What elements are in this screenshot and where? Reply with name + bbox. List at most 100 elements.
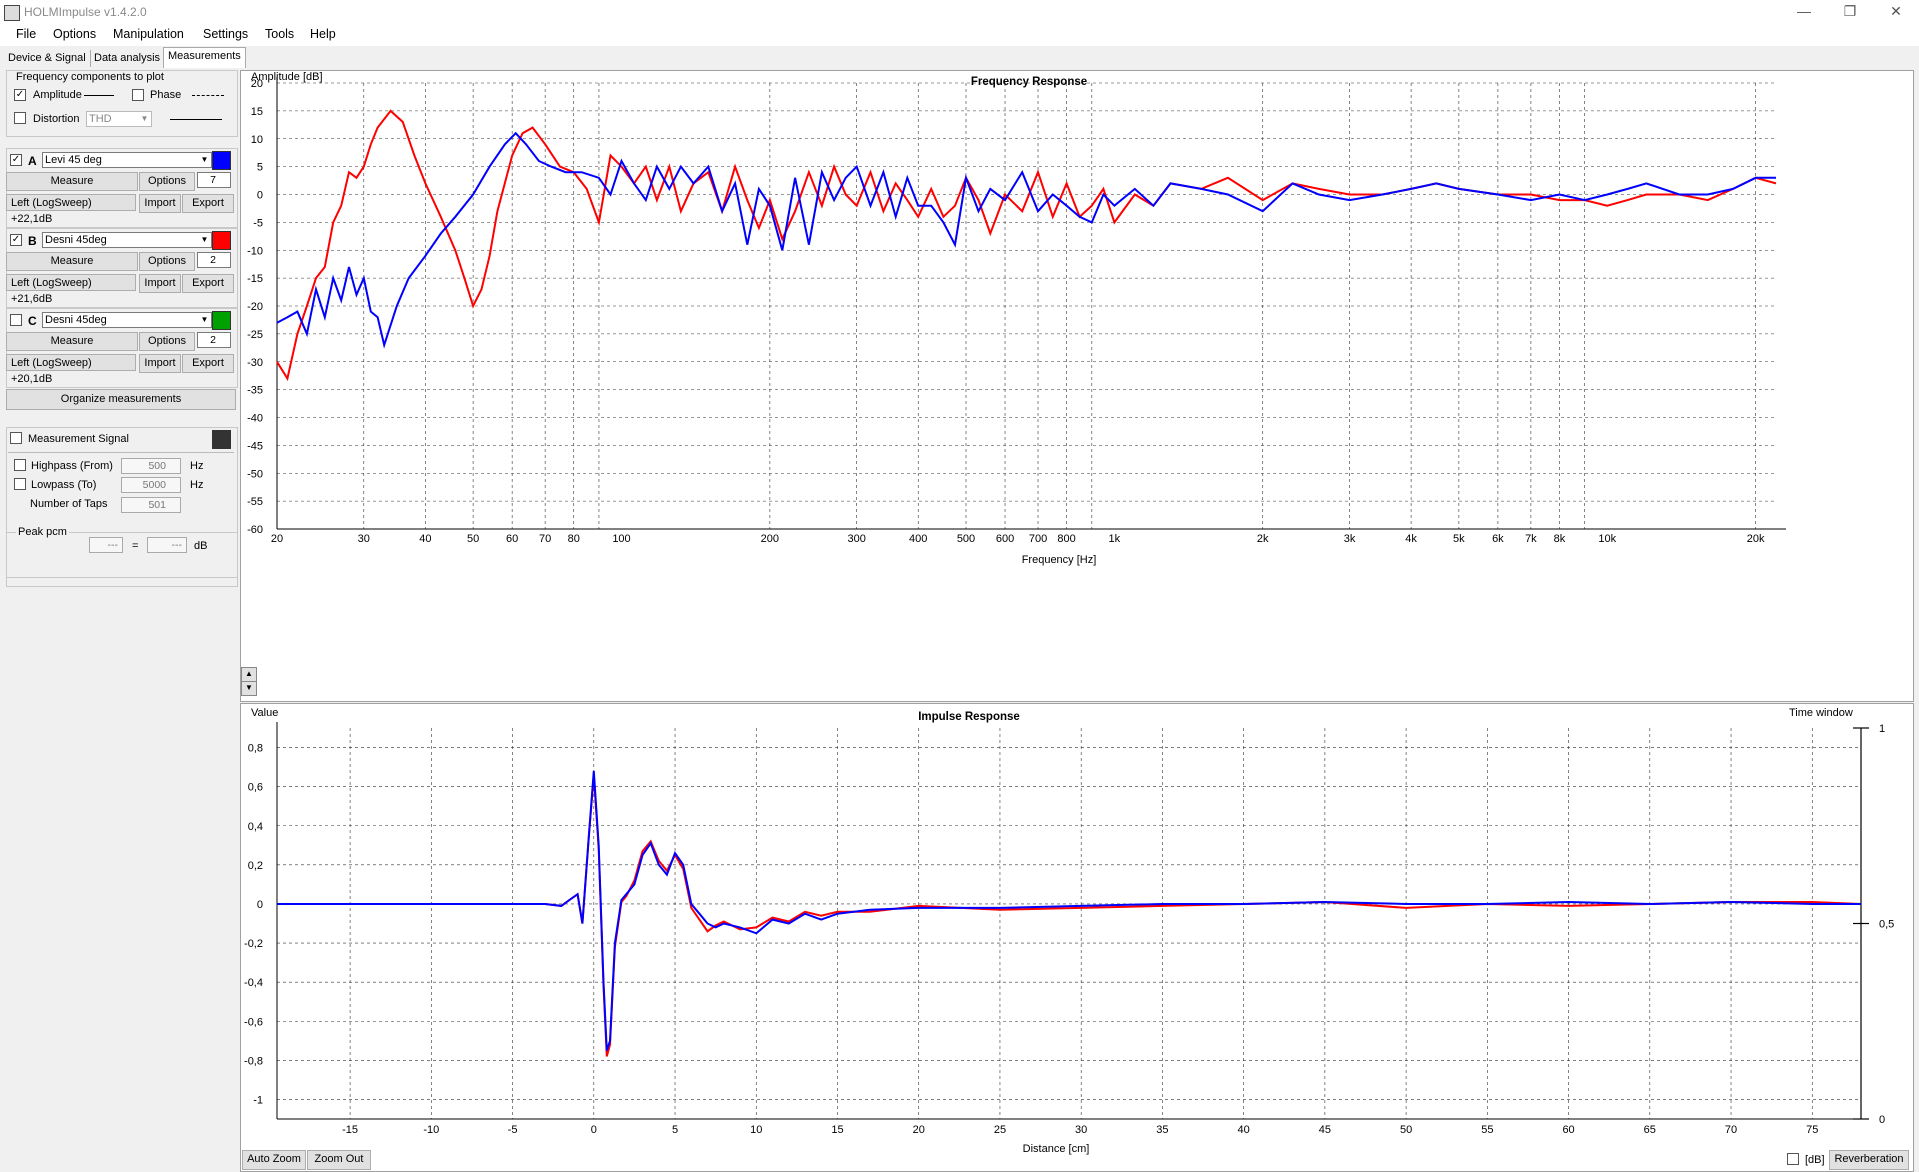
measurements-panel: Frequency components to plot ✓ Amplitude… bbox=[4, 70, 238, 1170]
measurement-spinner[interactable]: 2 bbox=[197, 332, 231, 348]
import-button[interactable]: Import bbox=[139, 354, 181, 373]
reverberation-button[interactable]: Reverberation bbox=[1829, 1150, 1909, 1170]
menu-tools[interactable]: Tools bbox=[265, 27, 295, 41]
chevron-down-icon: ▼ bbox=[140, 114, 149, 123]
export-button[interactable]: Export bbox=[182, 194, 234, 213]
y-tick-label: -15 bbox=[247, 273, 263, 285]
series-line-levi bbox=[276, 131, 1776, 349]
zoom-out-button[interactable]: Zoom Out bbox=[307, 1150, 371, 1170]
measurement-name: Desni 45deg bbox=[45, 314, 107, 326]
db-checkbox[interactable] bbox=[1787, 1153, 1799, 1165]
chevron-down-icon: ▼ bbox=[200, 235, 209, 244]
signal-color-swatch[interactable] bbox=[212, 430, 231, 449]
y-tick-label: -1 bbox=[253, 1094, 263, 1106]
minimize-button[interactable]: — bbox=[1797, 3, 1811, 19]
x-tick-label: 5 bbox=[672, 1124, 678, 1136]
time-window-tick-label: 0,5 bbox=[1879, 919, 1894, 931]
menu-options[interactable]: Options bbox=[53, 27, 97, 41]
measure-button[interactable]: Measure bbox=[6, 252, 138, 271]
measurement-letter: A bbox=[28, 154, 37, 168]
x-tick-label: 20 bbox=[271, 533, 283, 545]
x-tick-label: 35 bbox=[1156, 1124, 1168, 1136]
tab-strip: Device & Signal Data analysis Measuremen… bbox=[0, 46, 248, 68]
y-tick-label: -0,6 bbox=[244, 1016, 263, 1028]
options-button[interactable]: Options bbox=[139, 172, 195, 191]
measurement-signal-label: Measurement Signal bbox=[28, 433, 129, 445]
x-tick-label: 20k bbox=[1747, 533, 1765, 545]
auto-zoom-button[interactable]: Auto Zoom bbox=[242, 1150, 306, 1170]
lowpass-input[interactable]: 5000 bbox=[121, 477, 181, 493]
measure-button[interactable]: Measure bbox=[6, 332, 138, 351]
scroll-up-icon[interactable]: ▲ bbox=[241, 667, 257, 682]
chart-title: Frequency Response bbox=[971, 76, 1087, 88]
menu-help[interactable]: Help bbox=[310, 27, 336, 41]
tab-measurements[interactable]: Measurements bbox=[163, 47, 246, 68]
measure-button[interactable]: Measure bbox=[6, 172, 138, 191]
options-button[interactable]: Options bbox=[139, 252, 195, 271]
y-tick-label: -40 bbox=[247, 413, 263, 425]
organize-measurements-button[interactable]: Organize measurements bbox=[6, 389, 236, 410]
y-tick-label: -60 bbox=[247, 524, 263, 536]
x-tick-label: 65 bbox=[1644, 1124, 1656, 1136]
measurement-name-select[interactable]: Desni 45deg ▼ bbox=[42, 312, 212, 328]
menu-settings[interactable]: Settings bbox=[203, 27, 249, 41]
x-tick-label: 60 bbox=[506, 533, 518, 545]
tab-data-analysis[interactable]: Data analysis bbox=[90, 50, 166, 67]
peak-value-2: --- bbox=[147, 537, 187, 553]
import-button[interactable]: Import bbox=[139, 274, 181, 293]
menu-file[interactable]: File bbox=[16, 27, 37, 41]
title-bar: HOLMImpulse v1.4.2.0 — ❐ ✕ bbox=[0, 0, 1919, 24]
time-window-label: Time window bbox=[1789, 707, 1853, 719]
highpass-unit: Hz bbox=[190, 460, 204, 472]
measurement-spinner[interactable]: 7 bbox=[197, 172, 231, 188]
amplitude-checkbox[interactable]: ✓ bbox=[14, 89, 26, 101]
frequency-response-chart[interactable]: 20 15 10 5 0 -5 -10 -15 -20 -25 -30 -35 -40 -45 -50 -55… bbox=[240, 70, 1914, 702]
y-tick-label: -45 bbox=[247, 440, 263, 452]
measurement-signal-checkbox[interactable] bbox=[10, 432, 22, 444]
y-tick-label: 0,8 bbox=[248, 743, 263, 755]
measurement-color-swatch[interactable] bbox=[212, 231, 231, 250]
measurement-letter: C bbox=[28, 314, 37, 328]
import-button[interactable]: Import bbox=[139, 194, 181, 213]
x-tick-label: 20 bbox=[913, 1124, 925, 1136]
measurement-color-swatch[interactable] bbox=[212, 151, 231, 170]
x-tick-label: 45 bbox=[1319, 1124, 1331, 1136]
y-tick-label: 5 bbox=[257, 162, 263, 174]
measurement-name: Levi 45 deg bbox=[45, 154, 102, 166]
measurement-spinner[interactable]: 2 bbox=[197, 252, 231, 268]
amplitude-label: Amplitude bbox=[33, 89, 82, 101]
measurement-checkbox[interactable]: ✓ bbox=[10, 154, 22, 166]
phase-checkbox[interactable] bbox=[132, 89, 144, 101]
lowpass-checkbox[interactable] bbox=[14, 478, 26, 490]
tab-device-signal[interactable]: Device & Signal bbox=[4, 50, 91, 67]
taps-input[interactable]: 501 bbox=[121, 497, 181, 513]
x-tick-label: 800 bbox=[1057, 533, 1075, 545]
impulse-response-chart[interactable]: 0,8 0,6 0,4 0,2 0 -0,2 -0,4 -0,6 -0,8 -1 -15 -10 -5 0… bbox=[240, 703, 1914, 1172]
x-tick-label: 2k bbox=[1257, 533, 1269, 545]
y-tick-label: 0,4 bbox=[248, 821, 263, 833]
measurement-checkbox[interactable]: ✓ bbox=[10, 234, 22, 246]
distortion-checkbox[interactable] bbox=[14, 112, 26, 124]
close-button[interactable]: ✕ bbox=[1890, 3, 1902, 19]
x-tick-label: 50 bbox=[1400, 1124, 1412, 1136]
freq-components-title: Frequency components to plot bbox=[16, 71, 164, 83]
measurement-name-select[interactable]: Desni 45deg ▼ bbox=[42, 232, 212, 248]
highpass-checkbox[interactable] bbox=[14, 459, 26, 471]
measurement-color-swatch[interactable] bbox=[212, 311, 231, 330]
freq-components-group bbox=[6, 70, 238, 137]
y-tick-label: -20 bbox=[247, 301, 263, 313]
highpass-input[interactable]: 500 bbox=[121, 458, 181, 474]
time-window-tick-label: 1 bbox=[1879, 723, 1885, 735]
scroll-down-icon[interactable]: ▼ bbox=[241, 681, 257, 696]
export-button[interactable]: Export bbox=[182, 274, 234, 293]
y-tick-label: -55 bbox=[247, 496, 263, 508]
x-axis-label: Distance [cm] bbox=[1023, 1143, 1090, 1155]
menu-manipulation[interactable]: Manipulation bbox=[113, 27, 184, 41]
x-tick-label: 300 bbox=[847, 533, 865, 545]
measurement-name-select[interactable]: Levi 45 deg ▼ bbox=[42, 152, 212, 168]
export-button[interactable]: Export bbox=[182, 354, 234, 373]
measurement-checkbox[interactable] bbox=[10, 314, 22, 326]
options-button[interactable]: Options bbox=[139, 332, 195, 351]
restore-button[interactable]: ❐ bbox=[1843, 3, 1857, 19]
distortion-select[interactable]: THD ▼ bbox=[86, 111, 152, 127]
